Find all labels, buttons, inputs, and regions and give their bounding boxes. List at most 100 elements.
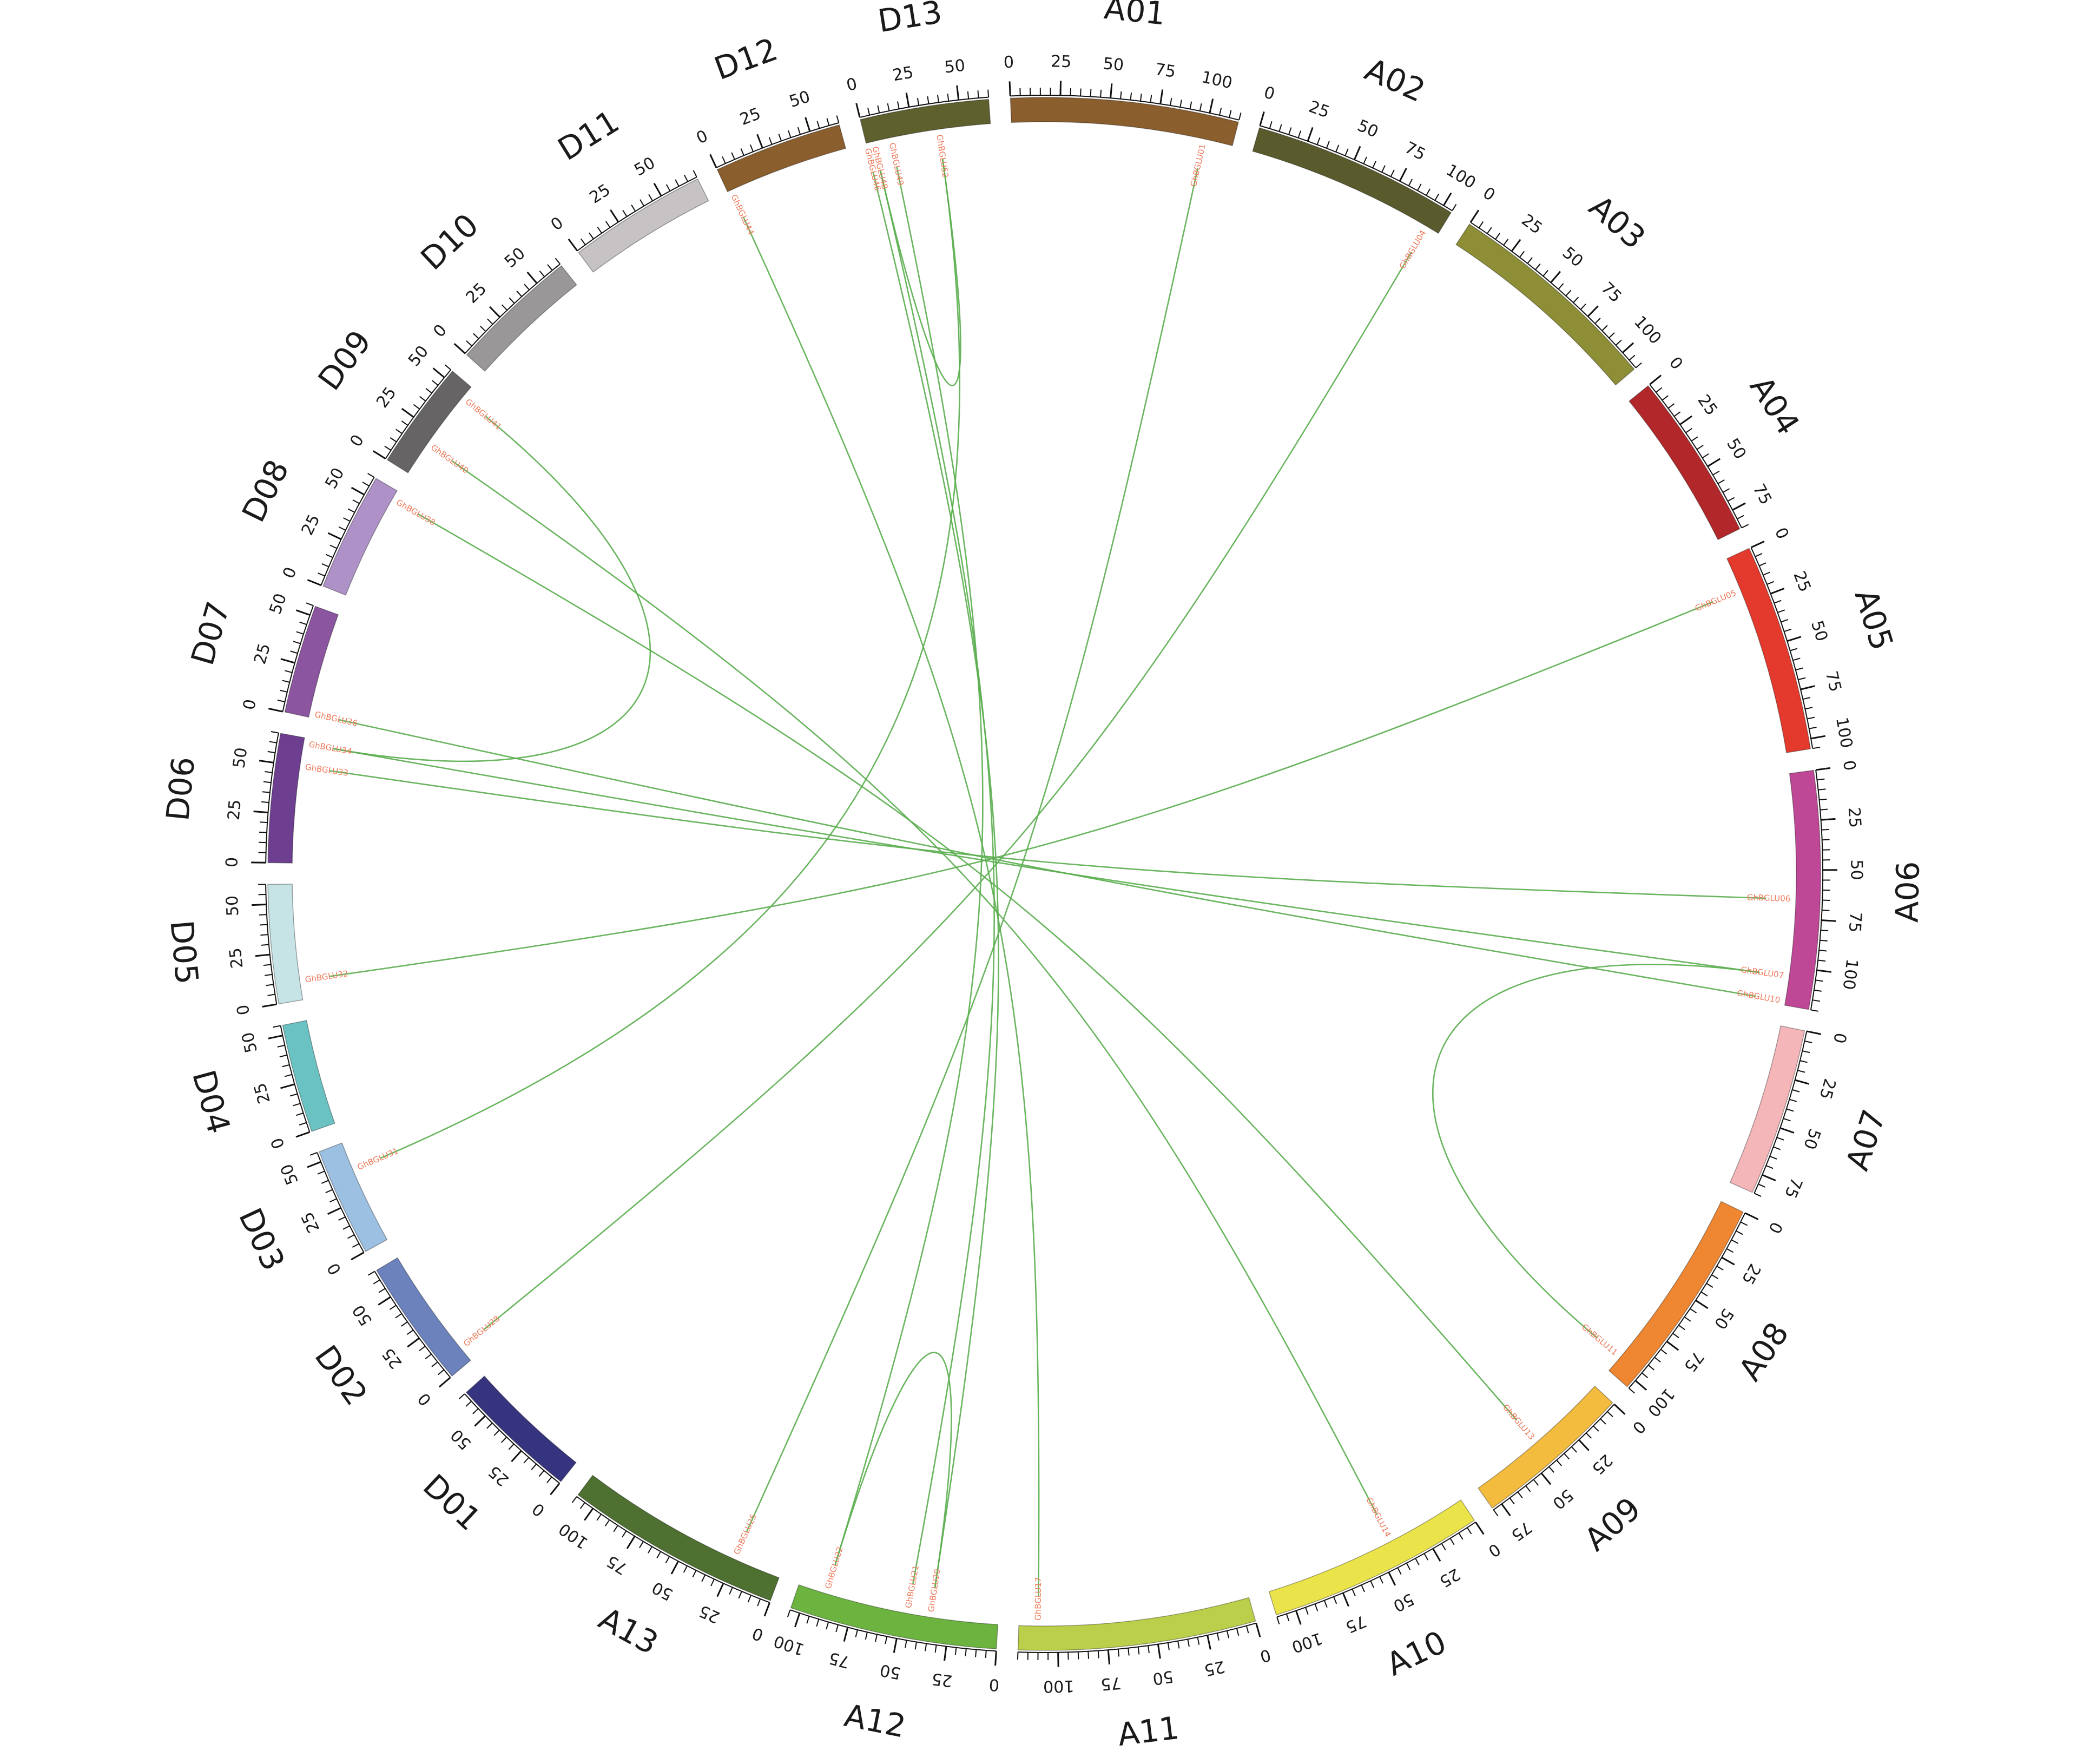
chromosome-axis-d09 bbox=[385, 369, 452, 459]
tick-mark bbox=[1763, 571, 1771, 576]
chromosome-label-a02: A02 bbox=[1360, 51, 1431, 109]
tick-mark bbox=[1323, 1600, 1328, 1608]
tick-mark bbox=[954, 1647, 957, 1655]
tick-label: 50 bbox=[944, 56, 966, 77]
tick-mark bbox=[1679, 415, 1693, 425]
tick-mark bbox=[1613, 1404, 1626, 1415]
chromosome-segment-a06 bbox=[1784, 769, 1821, 1010]
tick-mark bbox=[887, 103, 890, 111]
tick-mark bbox=[1773, 1146, 1781, 1150]
tick-label: 75 bbox=[1822, 669, 1845, 694]
tick-label: 25 bbox=[1844, 807, 1865, 829]
tick-label: 0 bbox=[240, 697, 260, 712]
tick-mark bbox=[1511, 239, 1521, 252]
tick-mark bbox=[277, 1044, 285, 1048]
tick-mark bbox=[1647, 1365, 1654, 1371]
tick-mark bbox=[1580, 304, 1586, 310]
synteny-link bbox=[380, 159, 961, 1159]
tick-mark bbox=[692, 1570, 697, 1578]
tick-mark bbox=[432, 380, 439, 386]
tick-mark bbox=[1503, 239, 1509, 246]
chromosome-axis-d04 bbox=[280, 1025, 311, 1133]
tick-mark bbox=[267, 751, 275, 754]
tick-mark bbox=[1107, 1650, 1110, 1665]
synteny-link bbox=[742, 216, 1040, 1596]
chromosome-segment-d05 bbox=[267, 884, 304, 1005]
tick-mark bbox=[788, 130, 792, 138]
tick-mark bbox=[738, 1591, 742, 1599]
tick-mark bbox=[259, 831, 267, 833]
tick-mark bbox=[729, 1587, 733, 1595]
tick-mark bbox=[1696, 445, 1704, 450]
tick-mark bbox=[1305, 1607, 1309, 1615]
tick-mark bbox=[1189, 101, 1192, 109]
chromosome-segment-d08 bbox=[322, 478, 398, 596]
tick-mark bbox=[1342, 1592, 1349, 1607]
chromosome-axis-d05 bbox=[265, 884, 278, 1005]
tick-mark bbox=[1219, 108, 1222, 116]
tick-mark bbox=[1740, 1221, 1748, 1226]
chromosome-label-d01: D01 bbox=[416, 1467, 488, 1538]
tick-mark bbox=[1080, 88, 1082, 96]
synteny-link bbox=[872, 172, 999, 1588]
tick-label: 0 bbox=[694, 127, 711, 148]
tick-label: 50 bbox=[223, 895, 242, 917]
tick-label: 50 bbox=[277, 1161, 302, 1187]
tick-mark bbox=[1717, 479, 1725, 484]
tick-mark bbox=[1678, 1325, 1685, 1330]
tick-mark bbox=[259, 914, 267, 916]
tick-mark bbox=[865, 1632, 868, 1640]
tick-mark bbox=[656, 1551, 661, 1558]
tick-mark bbox=[384, 445, 392, 451]
tick-mark bbox=[338, 1216, 346, 1221]
tick-mark bbox=[1236, 1628, 1240, 1636]
tick-mark bbox=[1609, 332, 1615, 339]
tick-mark bbox=[1059, 81, 1062, 96]
tick-mark bbox=[1269, 121, 1273, 129]
tick-mark bbox=[584, 1508, 594, 1521]
tick-mark bbox=[1795, 1079, 1810, 1085]
chromosome-axis-a11 bbox=[1018, 1622, 1256, 1653]
tick-mark bbox=[1615, 339, 1622, 346]
tick-mark bbox=[425, 1353, 432, 1359]
chromosome-label-a11: A11 bbox=[1116, 1709, 1181, 1753]
tick-mark bbox=[438, 1369, 445, 1375]
tick-mark bbox=[1434, 193, 1440, 201]
tick-mark bbox=[1148, 1645, 1150, 1654]
tick-mark bbox=[1666, 1340, 1679, 1351]
tick-mark bbox=[293, 641, 301, 644]
tick-label: 0 bbox=[529, 1499, 549, 1520]
tick-mark bbox=[665, 1556, 670, 1564]
tick-label: 50 bbox=[266, 591, 291, 617]
tick-label: 0 bbox=[750, 1623, 766, 1644]
tick-label: 100 bbox=[1199, 68, 1234, 93]
tick-mark bbox=[934, 1644, 937, 1653]
tick-mark bbox=[740, 148, 744, 156]
tick-label: 50 bbox=[229, 746, 251, 769]
gene-label: GhBGLU21 bbox=[904, 1564, 921, 1609]
tick-mark bbox=[1381, 165, 1386, 173]
tick-mark bbox=[1139, 94, 1142, 102]
tick-mark bbox=[816, 1619, 820, 1627]
gene-label: GhBGLU44 bbox=[729, 193, 756, 236]
tick-label: 25 bbox=[586, 180, 614, 207]
tick-label: 75 bbox=[1507, 1517, 1535, 1545]
tick-mark bbox=[1353, 146, 1361, 160]
chromosome-segment-a02 bbox=[1252, 127, 1452, 234]
tick-mark bbox=[293, 1103, 301, 1107]
tick-mark bbox=[653, 182, 662, 196]
tick-mark bbox=[1656, 387, 1663, 393]
tick-label: 100 bbox=[1043, 1676, 1075, 1696]
tick-mark bbox=[1540, 1472, 1552, 1485]
tick-mark bbox=[1800, 685, 1815, 690]
tick-label: 25 bbox=[1306, 97, 1332, 122]
tick-mark bbox=[1726, 1248, 1734, 1253]
tick-mark bbox=[547, 264, 553, 271]
tick-mark bbox=[1207, 1635, 1211, 1650]
tick-mark bbox=[1594, 318, 1601, 324]
tick-mark bbox=[1432, 1548, 1441, 1562]
tick-mark bbox=[1238, 112, 1242, 121]
tick-mark bbox=[1802, 1050, 1810, 1054]
chromosome-label-d06: D06 bbox=[159, 755, 202, 822]
tick-mark bbox=[1487, 227, 1492, 234]
